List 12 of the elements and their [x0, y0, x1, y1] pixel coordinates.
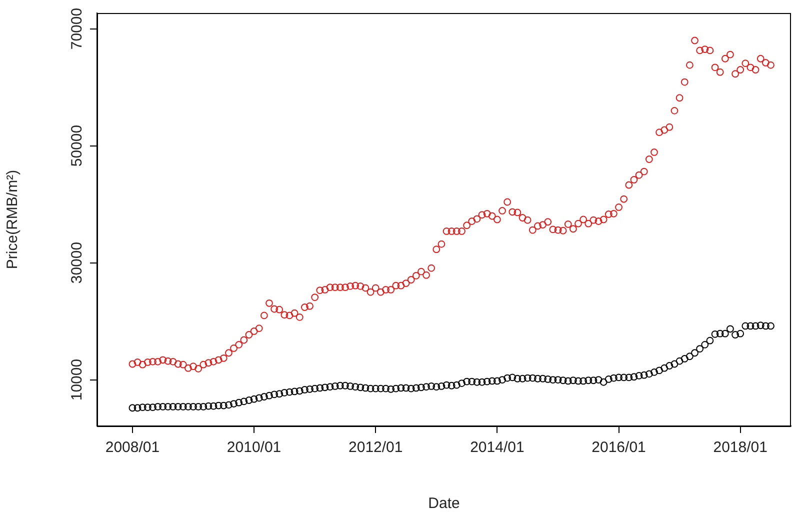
y-tick-label: 10000	[68, 358, 86, 401]
y-tick-label: 30000	[68, 242, 86, 284]
y-tick-label: 50000	[68, 124, 86, 167]
x-tick-label: 2010/01	[226, 439, 282, 456]
x-tick-label: 2018/01	[713, 439, 768, 456]
x-tick-label: 2014/01	[470, 439, 524, 456]
y-tick-label: 70000	[68, 8, 86, 50]
x-tick-label: 2012/01	[348, 439, 403, 456]
x-tick-label: 2016/01	[592, 439, 646, 456]
y-axis-title: Price(RMB/m²)	[4, 170, 22, 270]
x-tick-label: 2008/01	[105, 439, 160, 456]
x-axis-title: Date	[428, 495, 460, 512]
